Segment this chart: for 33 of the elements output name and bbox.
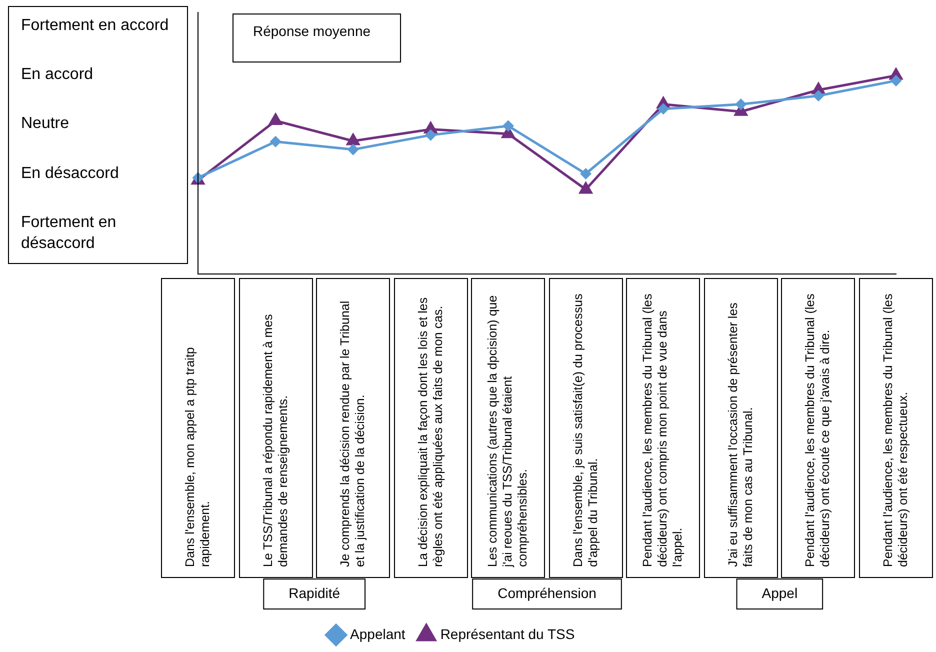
x-tick-label: Pendant l'audience, les membres du Tribunal (les décideurs) ont écouté ce que j'avais à dire. [803, 292, 834, 567]
point [658, 104, 669, 114]
x-tick-label: Dans l'ensemble, mon appel a ptp traitp rapidement. [183, 346, 213, 567]
x-tick-label: Les communications (autres que la dpcision) que j'ai reoues du TSS/Tribunal étaient compréhensibles. [486, 294, 531, 567]
x-tick-label: Le TSS/Tribunal a répondu rapidement à mes demandes de renseignements. [260, 313, 291, 567]
point [269, 114, 282, 126]
point [890, 75, 902, 86]
text: Appel [762, 584, 798, 601]
text: Compréhension [498, 584, 596, 601]
point [579, 182, 592, 194]
x-tick-label: Pendant l'audience, les membres du Tribunal (les décideurs) ont compris mon point de vue dans l'appel. [640, 292, 686, 567]
x-tick-label: J'ai eu suffisamment l'occasion de présenter les faits de mon cas au Tribunal. [726, 302, 756, 567]
point [813, 90, 824, 102]
x-tick-label: Pendant l'audience, les membres du Tribunal (les décideurs) ont été respectueux. [881, 292, 911, 567]
point [425, 130, 436, 140]
text: En désaccord [21, 164, 120, 184]
text: En accord [21, 65, 94, 86]
x-tick-label: Dans l'ensemble, je suis satisfait(e) du processus d'appel du Tribunal. [570, 292, 601, 567]
point [270, 136, 281, 147]
chart-title: Réponse moyenne [253, 22, 371, 39]
point [348, 144, 358, 155]
text: Fortement en accord [21, 16, 170, 36]
x-tick-label: La décision expliquait la façon dont les lois et les règles ont été appliquées aux faits de mon cas. [416, 296, 446, 567]
point [736, 99, 746, 110]
x-tick-label: Je comprends la décision rendue par le Tribunal et la justification de la décision. [338, 300, 368, 567]
point [346, 134, 360, 146]
legend-label: Appelant [350, 626, 406, 642]
text: Rapidité [288, 584, 340, 601]
point [580, 168, 592, 180]
point [502, 120, 514, 132]
text: Neutre [21, 114, 70, 134]
text: Fortement en désaccord [21, 212, 118, 254]
legend-label: Représentant du TSS [440, 626, 575, 642]
